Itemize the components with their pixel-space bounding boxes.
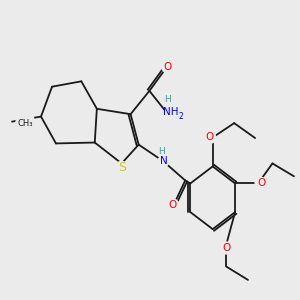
Text: H: H — [158, 147, 164, 156]
Circle shape — [204, 131, 216, 143]
Circle shape — [162, 61, 174, 73]
Circle shape — [157, 147, 166, 156]
Text: 2: 2 — [179, 112, 183, 121]
Text: O: O — [169, 200, 177, 210]
Circle shape — [167, 199, 179, 211]
Text: NH: NH — [163, 107, 179, 117]
Circle shape — [255, 178, 267, 189]
Circle shape — [16, 114, 35, 133]
Text: S: S — [118, 161, 126, 174]
Circle shape — [163, 95, 172, 104]
Circle shape — [220, 242, 232, 254]
Text: O: O — [164, 62, 172, 72]
Circle shape — [116, 161, 127, 173]
Circle shape — [158, 156, 169, 167]
Text: O: O — [222, 243, 230, 253]
Text: H: H — [164, 95, 170, 104]
Text: O: O — [257, 178, 265, 188]
Text: O: O — [206, 133, 214, 142]
Text: CH₃: CH₃ — [18, 118, 33, 127]
Circle shape — [166, 104, 182, 120]
Text: N: N — [160, 156, 167, 166]
